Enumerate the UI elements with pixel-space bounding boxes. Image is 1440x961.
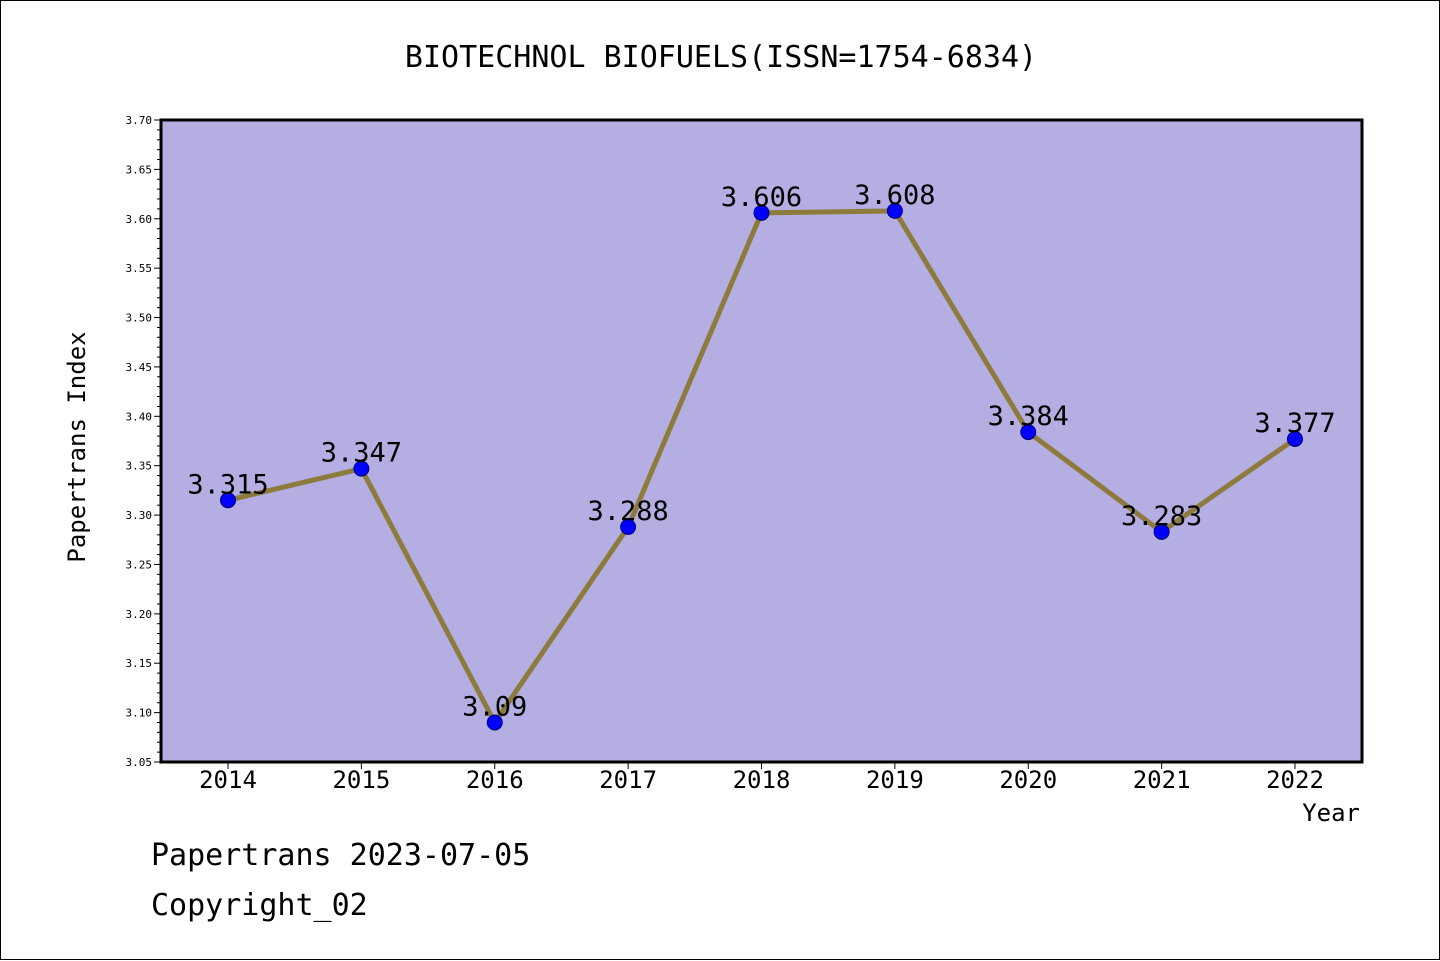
- data-label: 3.606: [721, 182, 802, 213]
- series-group: 3.315 3.347 3.09 3.288 3.606 3.608 3.384 3.283 3…: [187, 180, 1336, 731]
- data-label: 3.347: [321, 438, 402, 469]
- y-tick-label: 3.55: [126, 262, 153, 275]
- data-label: 3.283: [1121, 501, 1202, 532]
- data-point: [353, 460, 370, 477]
- x-tick-label: 2021: [1133, 766, 1191, 794]
- data-point: [1287, 431, 1303, 448]
- data-label: 3.315: [187, 469, 268, 500]
- x-tick-label: 2022: [1266, 766, 1324, 794]
- plot-border: [159, 118, 1364, 764]
- plot-area: [161, 120, 1362, 762]
- data-point: [886, 202, 903, 219]
- y-tick-label: 3.50: [126, 312, 153, 325]
- x-tick-label: 2020: [999, 766, 1057, 794]
- footer-copyright-text: Copyright_02: [151, 888, 368, 923]
- x-axis-title: Year: [1302, 799, 1360, 827]
- y-tick-label: 3.40: [126, 410, 153, 423]
- x-tick-label: 2015: [332, 766, 390, 794]
- data-label: 3.608: [854, 180, 935, 211]
- data-point: [1020, 424, 1037, 441]
- y-tick-label: 3.70: [126, 114, 153, 127]
- data-label: 3.377: [1254, 408, 1335, 439]
- chart-title: BIOTECHNOL BIOFUELS(ISSN=1754-6834): [405, 40, 1037, 75]
- x-tick-label: 2016: [466, 766, 524, 794]
- x-tick-label: 2019: [866, 766, 924, 794]
- data-point: [620, 518, 637, 535]
- x-tick-label: 2018: [733, 766, 791, 794]
- y-tick-label: 3.05: [126, 756, 153, 769]
- y-axis-ticks: 3.05 3.10 3.15 3.20 3.25 3.30 3.35 3.40 3.45 3.50…: [126, 114, 161, 769]
- data-label: 3.384: [988, 401, 1069, 432]
- y-tick-label: 3.45: [126, 361, 153, 374]
- x-tick-label: 2017: [599, 766, 657, 794]
- data-label: 3.288: [587, 496, 668, 527]
- data-point: [1153, 523, 1170, 540]
- y-axis-title: Papertrans Index: [63, 331, 91, 562]
- y-tick-label: 3.20: [126, 608, 153, 621]
- data-label: 3.09: [462, 691, 527, 722]
- y-tick-label: 3.25: [126, 558, 153, 571]
- data-point: [486, 714, 503, 731]
- footer-date-text: Papertrans 2023-07-05: [151, 838, 530, 873]
- data-point: [753, 204, 770, 221]
- y-tick-label: 3.30: [126, 509, 153, 522]
- y-tick-label: 3.35: [126, 460, 153, 473]
- data-point: [220, 492, 236, 509]
- y-tick-label: 3.10: [126, 707, 153, 720]
- y-tick-label: 3.15: [126, 657, 153, 670]
- x-tick-label: 2014: [199, 766, 257, 794]
- y-tick-label: 3.60: [126, 213, 153, 226]
- y-tick-label: 3.65: [126, 163, 153, 176]
- x-axis-ticks: 2014 2015 2016 2017 2018 2019 2020 2021 2022: [199, 762, 1324, 794]
